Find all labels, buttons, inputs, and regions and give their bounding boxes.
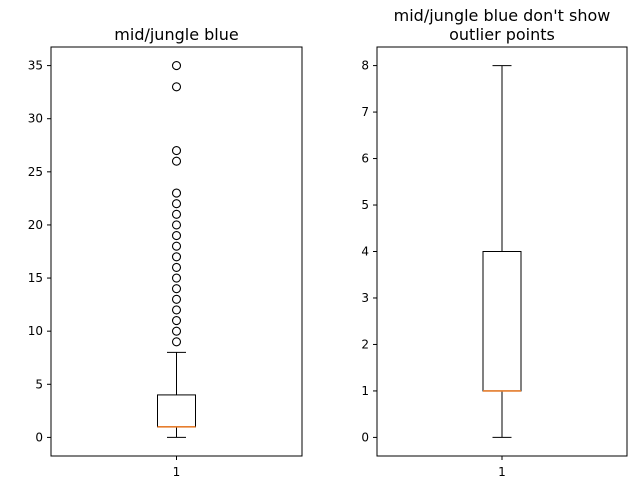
outlier-point xyxy=(171,61,182,71)
plot-frame xyxy=(50,46,303,457)
chart-title: mid/jungle blue xyxy=(114,25,238,44)
y-tick-label: 30 xyxy=(28,112,43,126)
outlier-point xyxy=(171,294,182,304)
outlier-point xyxy=(171,241,182,251)
y-tick-label: 10 xyxy=(28,324,43,338)
iqr-box xyxy=(482,251,522,392)
outlier-point xyxy=(171,316,182,326)
outlier-point xyxy=(171,262,182,272)
iqr-box xyxy=(157,394,196,428)
y-tick-label: 8 xyxy=(361,59,369,73)
y-tick-label: 35 xyxy=(28,59,43,73)
y-tick-label: 3 xyxy=(361,291,369,305)
outlier-point xyxy=(171,156,182,166)
outlier-point xyxy=(171,337,182,347)
y-tick-label: 2 xyxy=(361,337,369,351)
y-tick-label: 20 xyxy=(28,218,43,232)
outlier-point xyxy=(171,146,182,156)
outlier-point xyxy=(171,231,182,241)
y-tick-label: 5 xyxy=(35,377,43,391)
x-tick-label: 1 xyxy=(498,465,506,479)
outlier-point xyxy=(171,284,182,294)
y-tick-label: 15 xyxy=(28,271,43,285)
plot-frame xyxy=(376,46,628,457)
outlier-point xyxy=(171,326,182,336)
x-tick-label: 1 xyxy=(173,465,181,479)
y-tick-label: 4 xyxy=(361,245,369,259)
y-tick-label: 25 xyxy=(28,165,43,179)
outlier-point xyxy=(171,199,182,209)
outlier-point xyxy=(171,305,182,315)
y-tick-label: 0 xyxy=(361,430,369,444)
outlier-point xyxy=(171,220,182,230)
y-tick-label: 5 xyxy=(361,198,369,212)
chart-title: outlier points xyxy=(449,25,555,44)
y-tick-label: 0 xyxy=(35,430,43,444)
outlier-point xyxy=(171,273,182,283)
outlier-point xyxy=(171,188,182,198)
outlier-point xyxy=(171,252,182,262)
outlier-point xyxy=(171,209,182,219)
outlier-point xyxy=(171,82,182,92)
chart-title: mid/jungle blue don't show xyxy=(394,6,611,25)
y-tick-label: 7 xyxy=(361,105,369,119)
chart-panel-1: mid/jungle blue 0 5 10 15 20 25 30 35 1 xyxy=(28,25,303,479)
y-tick-label: 6 xyxy=(361,152,369,166)
y-tick-label: 1 xyxy=(361,384,369,398)
